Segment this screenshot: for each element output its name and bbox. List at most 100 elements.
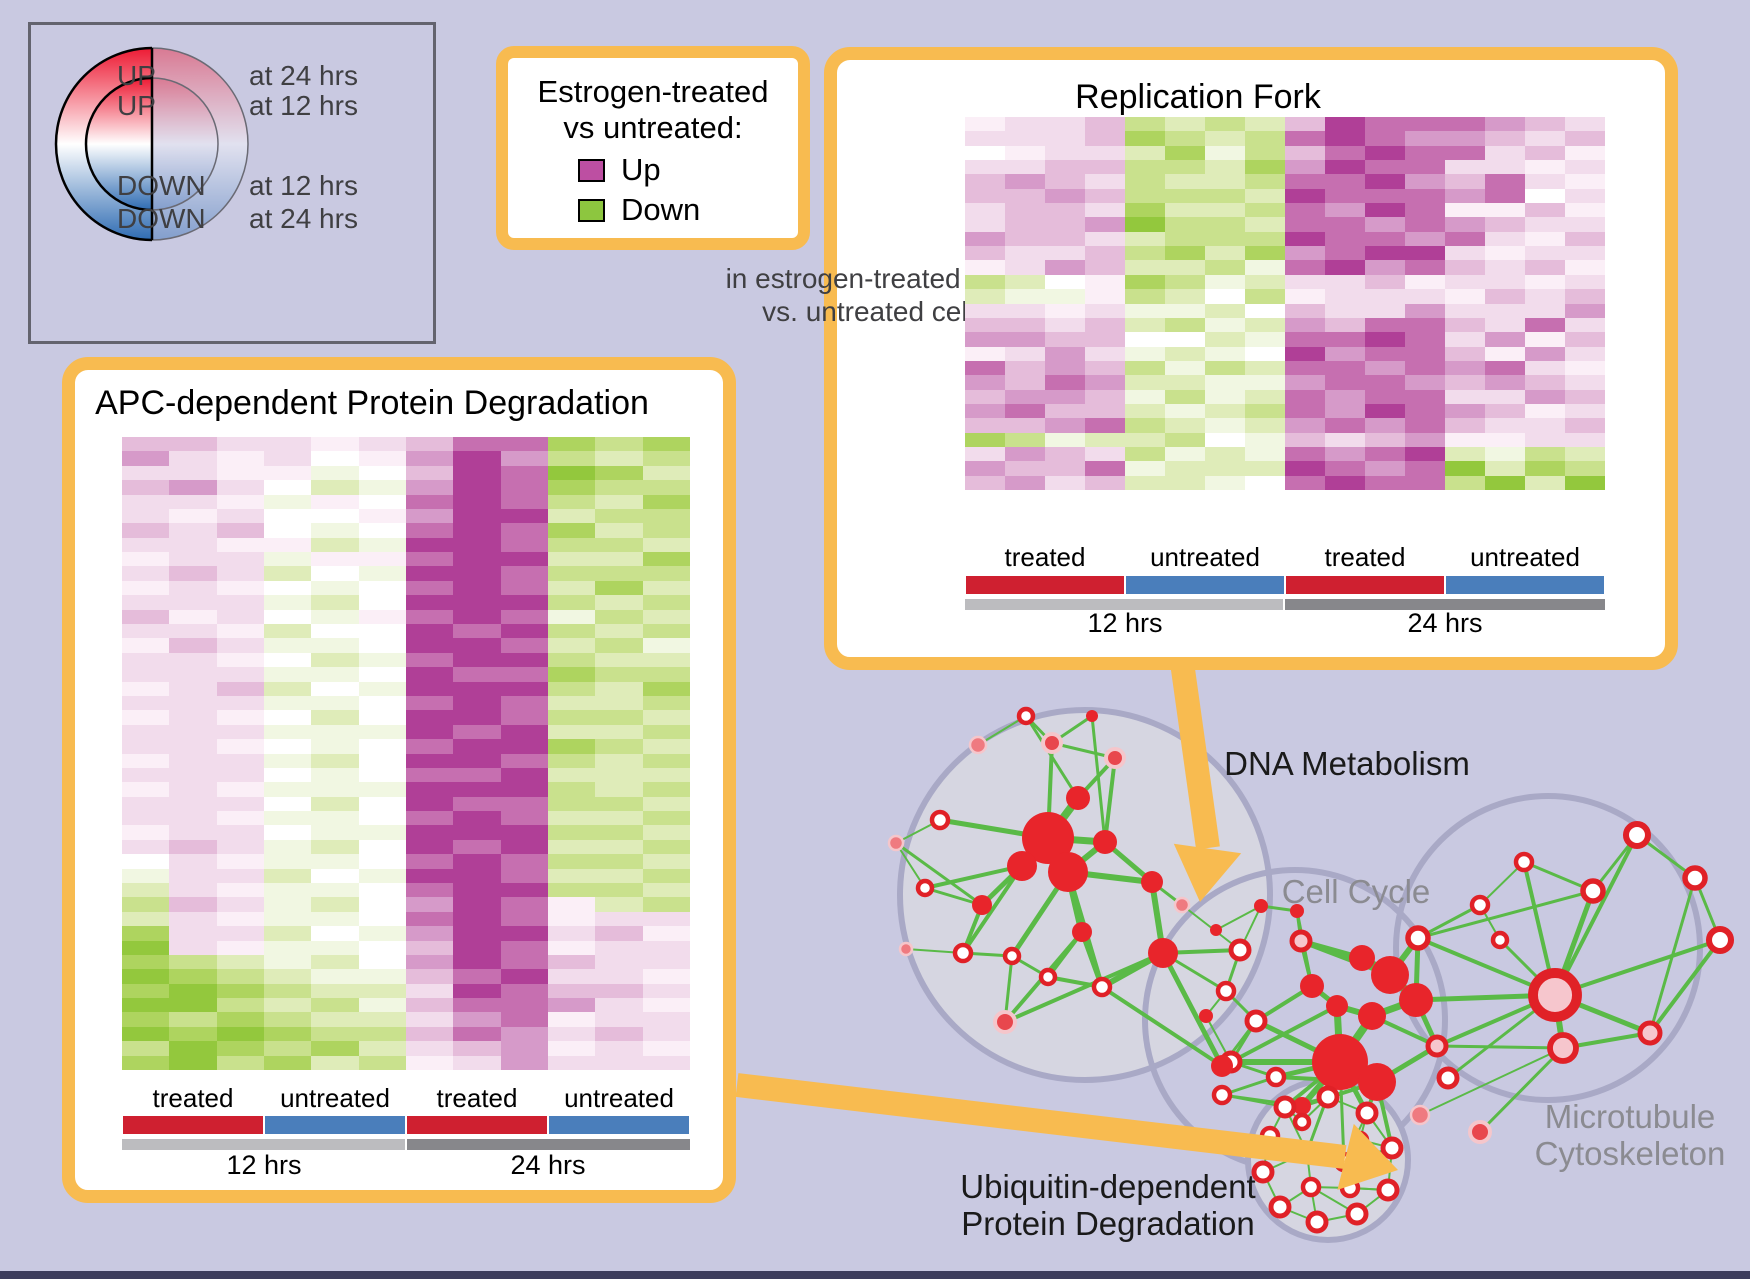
heatmap-cell	[263, 523, 312, 538]
arrow-line	[1168, 646, 1220, 850]
heatmap-cell	[500, 652, 548, 668]
heatmap-cell	[595, 940, 643, 955]
heatmap-cell	[216, 811, 264, 826]
heatmap-cell	[595, 480, 643, 495]
heatmap-cell	[1205, 360, 1245, 376]
legend-time-label: at 24 hrs	[249, 203, 358, 234]
heatmap-cell	[263, 695, 312, 711]
legend-row-up-12: UP at 12 hrs	[0, 90, 1750, 121]
heatmap-cell	[405, 508, 454, 524]
heatmap-cell	[1085, 303, 1125, 318]
heatmap-cell	[122, 868, 170, 883]
heatmap-cell	[1285, 461, 1325, 476]
heatmap-cell	[263, 1012, 312, 1027]
heatmap-cell	[965, 260, 1005, 275]
network-edge	[1648, 938, 1722, 1035]
heatmap-cell	[547, 652, 596, 668]
heatmap-cell	[122, 624, 170, 639]
heatmap-cell	[122, 652, 170, 668]
heatmap-cell	[311, 537, 359, 553]
heatmap-cell	[1405, 174, 1445, 189]
heatmap-cell	[169, 1041, 217, 1056]
heatmap-cell	[500, 638, 548, 653]
heatmap-cell	[453, 782, 501, 797]
network-edge	[977, 715, 1027, 746]
heatmap-cell	[547, 854, 596, 869]
heatmap-cell	[1445, 432, 1485, 447]
heatmap-cell	[500, 1041, 548, 1056]
heatmap-cell	[263, 667, 312, 682]
heatmap-cell	[965, 231, 1005, 247]
heatmap-cell	[122, 940, 170, 955]
arrow-head	[1337, 1123, 1398, 1190]
heatmap-cell	[1525, 375, 1565, 390]
white-center-ring-node	[1469, 894, 1491, 916]
heatmap-cell	[1565, 332, 1605, 347]
heatmap-cell	[263, 552, 312, 567]
heatmap-cell	[1525, 475, 1565, 490]
heatmap-cell	[1005, 117, 1045, 132]
heatmap-cell	[405, 480, 454, 495]
heatmap-cell	[311, 825, 359, 840]
heatmap-cell	[1325, 160, 1365, 175]
heatmap-cell	[453, 911, 501, 927]
heatmap-cell	[216, 1041, 264, 1056]
legend-item-down: Down	[578, 192, 728, 228]
heatmap-cell	[453, 796, 501, 812]
heatmap-cell	[405, 638, 454, 653]
heatmap-cell	[358, 897, 406, 912]
heatmap-cell	[1085, 231, 1125, 247]
heatmap-cell	[1485, 346, 1525, 361]
heatmap-cell	[1485, 117, 1525, 132]
heatmap-cell	[311, 1026, 359, 1042]
heatmap-cell	[1005, 375, 1045, 390]
network-edge	[1160, 950, 1225, 1069]
heatmap-cell	[595, 552, 643, 567]
heatmap-cell	[500, 724, 548, 740]
heatmap-cell	[1405, 246, 1445, 261]
apc-group-label-treated-24: treated	[436, 1083, 518, 1113]
heatmap-cell	[405, 437, 454, 452]
heatmap-cell	[1485, 217, 1525, 232]
heatmap-cell	[1165, 475, 1205, 490]
heatmap-cell	[642, 552, 690, 567]
heatmap-cell	[1205, 432, 1245, 447]
heatmap-cell	[595, 695, 643, 711]
heatmap-cell	[169, 638, 217, 653]
heatmap-cell	[1485, 389, 1525, 404]
heatmap-cell	[1285, 446, 1325, 462]
heatmap-cell	[311, 508, 359, 524]
heatmap-cell	[965, 475, 1005, 490]
heatmap-cell	[500, 954, 548, 970]
heatmap-cell	[1005, 188, 1045, 204]
heatmap-cell	[1445, 446, 1485, 462]
heatmap-cell	[500, 796, 548, 812]
heatmap-cell	[1165, 188, 1205, 204]
heatmap-cell	[358, 595, 406, 610]
heatmap-cell	[965, 346, 1005, 361]
heatmap-cell	[965, 403, 1005, 419]
heatmap-cell	[1125, 160, 1165, 175]
heatmap-cell	[405, 983, 454, 999]
heatmap-cell	[169, 940, 217, 955]
heatmap-cell	[500, 494, 548, 509]
heatmap-cell	[216, 695, 264, 711]
heatmap-cell	[358, 667, 406, 682]
heatmap-cell	[1285, 432, 1325, 447]
heatmap-cell	[1005, 432, 1045, 447]
heatmap-cell	[358, 753, 406, 768]
heatmap-cell	[1365, 461, 1405, 476]
heatmap-cell	[547, 1055, 596, 1070]
legend-footer-line2: vs. untreated cells	[762, 296, 988, 327]
heatmap-cell	[263, 782, 312, 797]
heatmap-cell	[358, 552, 406, 567]
heatmap-cell	[453, 710, 501, 725]
heatmap-cell	[311, 552, 359, 567]
heatmap-cell	[1365, 375, 1405, 390]
heatmap-cell	[1405, 432, 1445, 447]
heatmap-cell	[500, 695, 548, 711]
heatmap-cell	[1485, 317, 1525, 333]
heatmap-cell	[1125, 360, 1165, 376]
heatmap-cell	[1365, 432, 1405, 447]
